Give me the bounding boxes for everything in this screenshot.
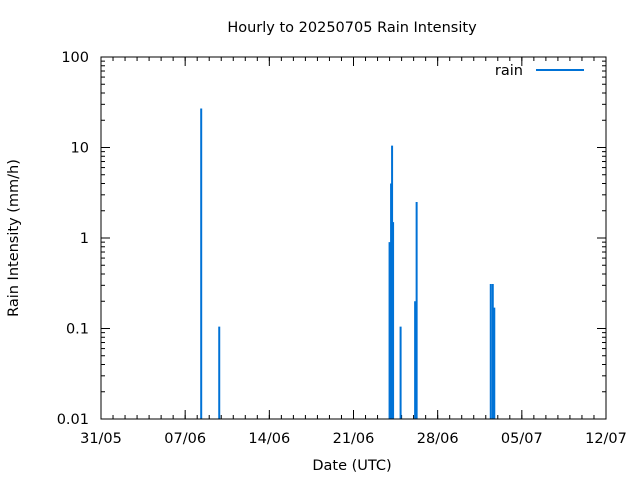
x-tick-label: 31/05 (80, 431, 122, 447)
y-tick-label: 0.1 (66, 322, 89, 338)
legend: rain (495, 63, 584, 79)
x-axis-title: Date (UTC) (312, 458, 391, 474)
plot-border (100, 56, 607, 420)
y-tick-label: 1 (80, 231, 89, 247)
chart-title: Hourly to 20250705 Rain Intensity (227, 20, 477, 36)
y-tick-label: 10 (71, 141, 89, 157)
plot-area: 31/05 07/06 14/06 21/06 28/06 05/07 12/07 0.01 0… (57, 50, 627, 447)
y-tick-label: 100 (61, 50, 89, 66)
x-tick-label: 05/07 (501, 431, 543, 447)
legend-label: rain (495, 63, 523, 79)
x-tick-label: 14/06 (248, 431, 290, 447)
x-tick-label: 12/07 (585, 431, 627, 447)
x-tick-label: 21/06 (333, 431, 375, 447)
y-axis-title: Rain Intensity (mm/h) (6, 159, 22, 317)
y-tick-label: 0.01 (57, 412, 89, 428)
x-tick-label: 28/06 (417, 431, 459, 447)
x-tick-label: 07/06 (164, 431, 206, 447)
